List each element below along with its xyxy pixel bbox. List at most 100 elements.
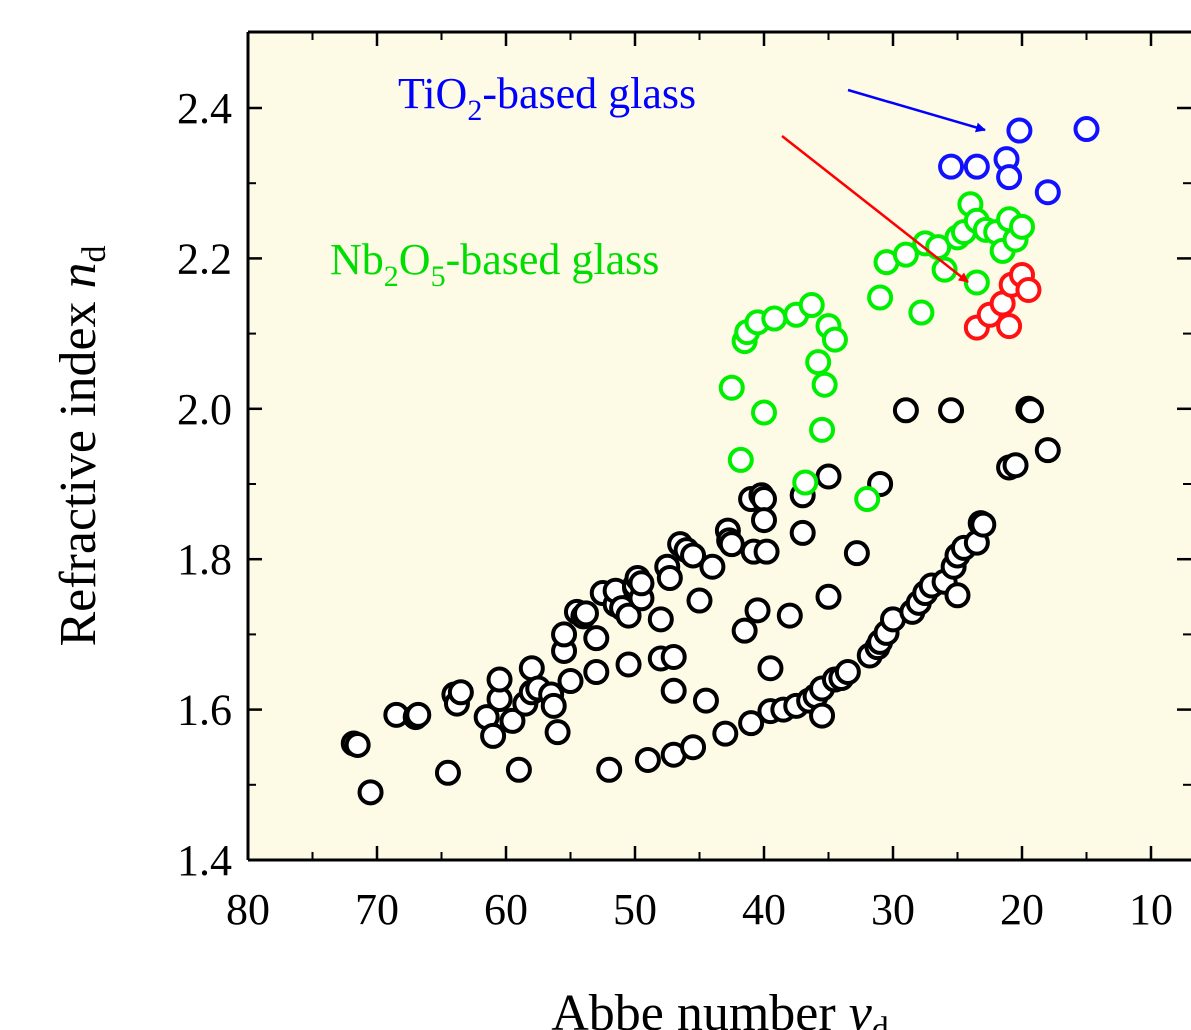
data-point (1015, 276, 1042, 303)
data-point (963, 269, 990, 296)
y-axis-title: Refractive index nd (50, 245, 113, 646)
data-point (944, 582, 971, 609)
y-axis-title-symbol: n (50, 262, 107, 288)
data-point (499, 707, 526, 734)
data-point (505, 756, 532, 783)
data-point (540, 692, 567, 719)
data-point (751, 399, 777, 426)
nb2o5-arrow (781, 135, 969, 283)
data-point (1073, 116, 1100, 143)
nb2o5-mid: O (399, 235, 431, 284)
data-point (738, 710, 765, 737)
data-point (815, 583, 842, 610)
series-3 (938, 116, 1100, 206)
data-point (615, 602, 642, 629)
tio2-arrow (847, 88, 986, 133)
y-tick-label: 1.6 (177, 686, 232, 735)
x-tick-label: 50 (613, 885, 657, 934)
nb2o5-suffix: -based glass (446, 235, 660, 284)
data-point (761, 305, 788, 332)
axes (246, 30, 1191, 862)
y-axis-title-sub: d (76, 245, 113, 262)
data-point (344, 731, 371, 758)
data-point (718, 531, 745, 558)
x-tick-label: 80 (226, 885, 270, 934)
x-tick-label: 40 (742, 885, 786, 934)
data-point (686, 587, 713, 614)
data-point (727, 446, 754, 473)
data-point (908, 299, 935, 326)
data-point (938, 153, 965, 180)
y-tick-label: 2.0 (177, 385, 232, 434)
data-point (1006, 117, 1033, 144)
data-point (892, 241, 919, 268)
nb2o5-sub2: 5 (431, 260, 446, 293)
x-axis-title-main: Abbe number (551, 985, 848, 1030)
data-point (660, 643, 687, 670)
data-point (486, 666, 513, 693)
data-point (731, 617, 758, 644)
series-2 (963, 261, 1042, 341)
data-point (811, 371, 838, 398)
x-tick-label: 10 (1129, 885, 1173, 934)
data-point (843, 540, 870, 567)
data-point (931, 256, 958, 283)
data-point (583, 625, 610, 652)
x-axis-title: Abbe number νd (551, 985, 889, 1030)
data-point (692, 687, 719, 714)
ticks: 80 70 60 50 40 30 20 10 1.4 1.6 1.8 2.0 2.2 2.4 (177, 32, 1191, 934)
x-tick-label: 70 (355, 885, 399, 934)
x-tick-label: 30 (871, 885, 915, 934)
data-point (938, 397, 965, 424)
nb2o5-annotation: Nb2O5-based glass (330, 235, 659, 293)
y-tick-label: 1.8 (177, 535, 232, 584)
data-point (405, 701, 432, 728)
data-point (1002, 452, 1029, 479)
tio2-annotation: TiO2-based glass (398, 69, 696, 127)
data-point (544, 719, 571, 746)
data-point (996, 313, 1023, 340)
data-point (751, 486, 777, 513)
data-point (447, 679, 474, 706)
data-point (596, 756, 623, 783)
data-point (551, 621, 578, 648)
data-point (892, 397, 919, 424)
y-tick-label: 2.2 (177, 234, 232, 283)
data-point (1009, 213, 1035, 240)
data-points (340, 116, 1100, 806)
data-point (867, 284, 894, 311)
data-point (480, 722, 507, 749)
x-tick-label: 20 (1000, 885, 1044, 934)
data-point (970, 511, 997, 538)
data-point (572, 600, 599, 627)
data-point (809, 702, 836, 729)
data-point (434, 759, 461, 786)
data-point (680, 542, 707, 569)
data-point (809, 416, 836, 443)
y-axis-title-main: Refractive index (50, 288, 107, 646)
x-tick-label: 60 (484, 885, 528, 934)
series-1 (718, 191, 1035, 513)
data-point (647, 606, 674, 633)
data-point (757, 655, 784, 682)
data-point (1034, 179, 1061, 206)
data-point (821, 326, 848, 353)
data-point (660, 677, 687, 704)
data-point (615, 651, 642, 678)
x-axis-title-symbol: ν (849, 985, 873, 1030)
data-point (557, 668, 584, 695)
y-tick-label: 1.4 (177, 836, 232, 885)
data-point (996, 164, 1023, 191)
data-point (815, 463, 842, 490)
data-point (753, 538, 780, 565)
data-point (805, 349, 832, 376)
y-tick-label: 2.4 (177, 84, 232, 133)
data-point (680, 734, 707, 761)
data-point (744, 597, 771, 624)
nb2o5-prefix: Nb (330, 235, 384, 284)
data-point (798, 292, 825, 319)
data-point (1034, 437, 1061, 464)
data-point (854, 486, 881, 513)
tio2-suffix: -based glass (482, 69, 696, 118)
